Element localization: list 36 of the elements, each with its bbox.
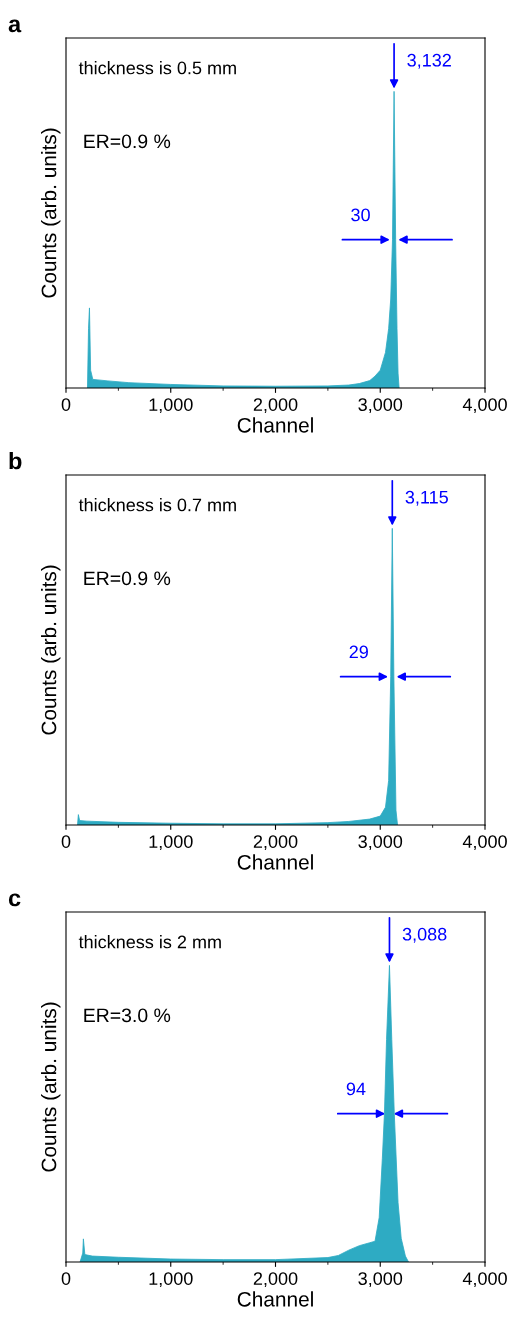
chart-title: a xyxy=(8,19,22,33)
x-tick-label: 4,000 xyxy=(462,1272,507,1288)
annotation: ER=0.9 % xyxy=(84,571,171,586)
x-tick-label: 0 xyxy=(61,835,71,848)
chart-title: b xyxy=(9,451,22,470)
x-tick-label: 1,000 xyxy=(149,398,193,414)
x-tick-label: 3,000 xyxy=(358,835,403,851)
annotation: 3,115 xyxy=(405,490,448,506)
annotation: 3,088 xyxy=(402,927,447,943)
annotation: 94 xyxy=(346,1082,366,1096)
x-tick-label: 2,000 xyxy=(253,398,298,414)
annotation: 30 xyxy=(351,208,370,222)
x-axis-title: Channel xyxy=(237,1291,313,1307)
text: thickness is 0.7 mm xyxy=(78,498,236,512)
x-tick-label: 2,000 xyxy=(253,1272,298,1288)
y-axis-title: Counts (arb. units) xyxy=(41,1002,61,1172)
x-tick-label: 2,000 xyxy=(253,835,298,851)
x-tick-label: 1,000 xyxy=(149,835,193,851)
annotation: ER=3.0 % xyxy=(84,1008,171,1023)
chart-title: c xyxy=(8,893,21,907)
annotation: ER=0.9 % xyxy=(84,134,171,149)
x-axis-title: Channel xyxy=(237,854,313,870)
x-tick-label: 3,000 xyxy=(358,398,403,414)
text: thickness is 2 mm xyxy=(78,935,221,949)
x-axis-title: Channel xyxy=(237,417,313,433)
text: thickness is 0.5 mm xyxy=(78,61,236,75)
annotation: 3,132 xyxy=(407,53,451,69)
x-tick-label: 1,000 xyxy=(149,1272,193,1288)
x-tick-label: 4,000 xyxy=(462,835,507,851)
annotation: 29 xyxy=(349,645,368,659)
x-tick-label: 4,000 xyxy=(462,398,507,414)
x-tick-label: 0 xyxy=(61,1272,71,1285)
x-tick-label: 3,000 xyxy=(358,1272,403,1288)
x-tick-label: 0 xyxy=(61,398,71,411)
y-axis-title: Counts (arb. units) xyxy=(41,565,61,735)
y-axis-title: Counts (arb. units) xyxy=(41,128,61,298)
